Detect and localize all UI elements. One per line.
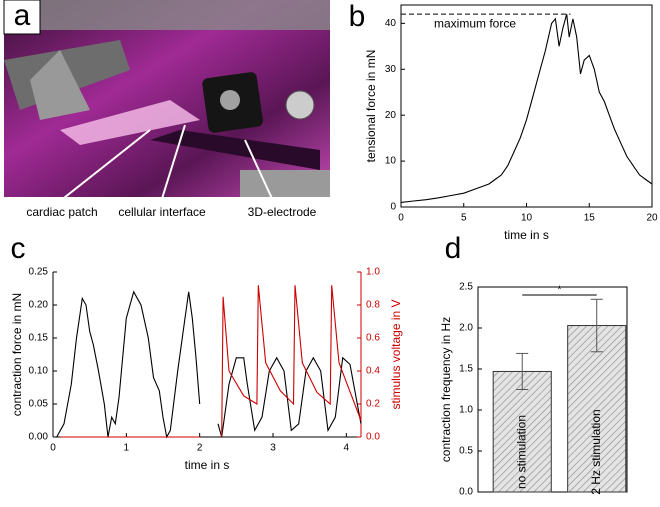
y-tick-label: 0 [390,202,396,213]
y-axis-label: tensional force in mN [364,50,378,163]
bar [492,370,552,493]
panel-label: a [14,0,31,32]
y-tick-label: 2.5 [459,282,473,293]
annotation: 3D-electrode [248,205,317,219]
panel-label: d [445,232,462,265]
x-tick-label: 10 [521,213,533,224]
annotation: cardiac patch [26,205,97,219]
panel-label: b [349,0,366,33]
panel-label: c [11,232,26,265]
y-tick-label: 0.15 [29,333,49,344]
photo [3,0,330,206]
y-tick-label: 20 [385,110,397,121]
y2-tick-label: 0.6 [366,333,380,344]
y-tick-label: 0.25 [29,267,49,278]
x-tick-label: 3 [270,443,276,454]
x-tick-label: 20 [646,213,658,224]
category-label: 2 Hz stimulation [589,409,603,494]
y-tick-label: 1.0 [459,405,473,416]
y-axis-label: contraction force in mN [10,293,24,416]
x-tick-label: 2 [197,443,203,454]
reference-label: maximum force [434,16,516,30]
y2-tick-label: 0.8 [366,300,380,311]
y2-tick-label: 0.2 [366,399,380,410]
y2-axis-label: stimulus voltage in V [389,299,403,409]
x-axis-label: time in s [185,458,230,472]
y2-tick-label: 1.0 [366,267,380,278]
y-tick-label: 30 [385,64,397,75]
x-tick-label: 15 [584,213,596,224]
y-tick-label: 2.0 [459,323,473,334]
x-tick-label: 1 [124,443,130,454]
y-tick-label: 0.10 [29,366,49,377]
x-tick-label: 5 [461,213,467,224]
x-tick-label: 0 [398,213,404,224]
y2-tick-label: 0.0 [366,432,380,443]
significance: * [558,285,562,296]
plot-frame [400,4,653,208]
plot-frame [477,286,628,493]
y-axis-label: contraction frequency in Hz [439,317,453,462]
category-label: no stimulation [514,415,528,489]
y-tick-label: 0.00 [29,432,49,443]
y-tick-label: 10 [385,156,397,167]
annotation: cellular interface [118,205,206,219]
data-line [56,290,362,439]
x-tick-label: 0 [50,443,56,454]
x-tick-label: 4 [344,443,350,454]
y-tick-label: 1.5 [459,364,473,375]
data-line [400,14,653,203]
bar [567,325,627,493]
data-line [60,285,362,438]
y-tick-label: 0.20 [29,300,49,311]
y-tick-label: 0.5 [459,446,473,457]
y-tick-label: 0.05 [29,399,49,410]
y-tick-label: 0.0 [459,487,473,498]
x-axis-label: time in s [504,228,549,242]
y2-tick-label: 0.4 [366,366,380,377]
y-tick-label: 40 [385,18,397,29]
